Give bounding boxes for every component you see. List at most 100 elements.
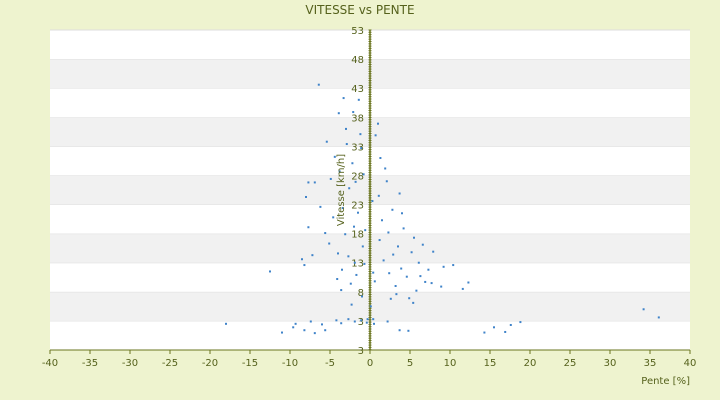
data-point	[340, 322, 343, 325]
y-axis-label: Vitesse [km/h]	[336, 154, 347, 226]
data-point	[360, 319, 363, 322]
data-point	[398, 329, 401, 332]
data-point	[359, 133, 362, 136]
x-tick-label: 30	[604, 358, 617, 369]
data-point	[398, 192, 401, 195]
y-tick-label: 48	[351, 55, 364, 66]
data-point	[328, 242, 331, 245]
data-point	[381, 219, 383, 222]
data-point	[424, 280, 427, 283]
data-point	[377, 122, 379, 125]
data-point	[319, 205, 322, 208]
y-tick-label: 23	[351, 201, 364, 212]
data-point	[337, 252, 339, 255]
data-point	[364, 229, 367, 232]
x-tick-label: 5	[407, 358, 413, 369]
data-point	[361, 295, 363, 298]
data-point	[421, 243, 424, 246]
data-point	[483, 331, 486, 334]
data-point	[417, 261, 420, 264]
data-point	[642, 308, 645, 311]
data-point	[382, 259, 385, 262]
data-point	[389, 297, 392, 300]
x-tick-label: 20	[524, 358, 537, 369]
data-point	[301, 258, 303, 261]
data-point	[294, 322, 297, 325]
data-point	[337, 112, 340, 115]
data-point	[357, 98, 360, 101]
data-point	[405, 275, 408, 278]
data-point	[354, 180, 357, 183]
data-point	[401, 212, 403, 215]
data-point	[305, 195, 307, 198]
data-point	[369, 305, 372, 308]
x-tick-label: -15	[242, 358, 258, 369]
data-point	[442, 265, 445, 268]
data-point	[467, 281, 470, 284]
x-tick-label: 0	[367, 358, 373, 369]
data-point	[440, 285, 443, 288]
data-point	[313, 181, 316, 184]
data-point	[412, 301, 415, 304]
data-point	[402, 227, 405, 230]
data-point	[311, 254, 314, 257]
data-point	[353, 320, 356, 323]
x-tick-label: -25	[162, 358, 178, 369]
y-tick-label: 38	[351, 113, 364, 124]
data-point	[341, 207, 344, 210]
x-tick-label: -5	[325, 358, 335, 369]
y-tick-label: 43	[351, 84, 364, 95]
data-point	[377, 194, 380, 197]
data-point	[324, 232, 327, 235]
data-point	[387, 231, 390, 234]
data-point	[347, 255, 350, 258]
data-point	[303, 264, 306, 267]
data-point	[397, 245, 399, 248]
data-point	[344, 233, 347, 236]
data-point	[419, 275, 422, 278]
y-tick-label: 53	[351, 26, 364, 37]
data-point	[363, 262, 366, 265]
data-point	[336, 278, 339, 281]
data-point	[430, 282, 433, 285]
data-point	[357, 211, 359, 214]
data-point	[361, 245, 364, 248]
data-point	[392, 253, 395, 256]
data-point	[373, 322, 375, 325]
x-tick-label: 15	[484, 358, 497, 369]
data-point	[313, 332, 316, 335]
y-tick-label: 3	[358, 317, 364, 328]
data-point	[407, 329, 410, 332]
data-point	[415, 289, 418, 292]
data-point	[338, 170, 341, 173]
data-point	[384, 167, 387, 170]
data-point	[350, 303, 353, 306]
data-point	[379, 157, 382, 159]
data-point	[388, 272, 391, 275]
data-point	[461, 287, 464, 290]
data-point	[269, 270, 271, 273]
y-tick-label: 33	[351, 142, 364, 153]
data-point	[372, 271, 375, 274]
x-tick-label: -30	[122, 358, 138, 369]
x-tick-label: 10	[444, 358, 457, 369]
data-point	[509, 323, 512, 326]
data-point	[345, 143, 348, 146]
y-tick-label: 8	[358, 288, 364, 299]
x-tick-label: -10	[282, 358, 298, 369]
data-point	[427, 268, 430, 271]
data-point	[324, 329, 327, 332]
data-point	[657, 316, 660, 319]
data-points	[225, 83, 660, 335]
data-point	[321, 323, 323, 326]
data-point	[349, 282, 352, 285]
data-point	[366, 318, 369, 321]
data-point	[395, 293, 398, 296]
data-point	[378, 239, 381, 242]
data-point	[347, 318, 350, 321]
data-point	[360, 147, 363, 150]
data-point	[504, 330, 507, 333]
data-point	[410, 251, 413, 254]
x-tick-label: 35	[644, 358, 657, 369]
